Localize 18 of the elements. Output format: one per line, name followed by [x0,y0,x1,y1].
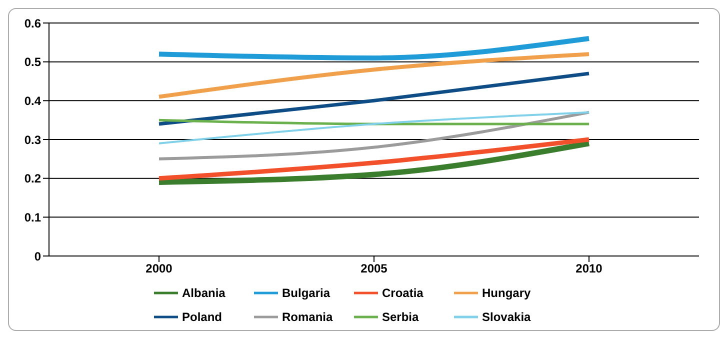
legend-label: Serbia [382,310,419,324]
legend-label: Romania [282,310,333,324]
legend-label: Bulgaria [282,286,330,300]
x-tick-label: 2005 [360,262,388,276]
y-tick-label: 0.3 [24,132,42,147]
y-tick-label: 0 [34,249,42,264]
x-tick-label: 2000 [146,262,173,276]
legend-label: Poland [182,310,222,324]
legend-label: Slovakia [482,310,531,324]
y-tick-label: 0.4 [24,94,42,108]
legend-label: Croatia [382,286,424,300]
x-tick-label: 2010 [576,262,603,276]
y-tick-label: 0.6 [24,16,42,30]
legend-label: Hungary [482,286,531,300]
y-tick-label: 0.5 [24,55,42,70]
y-tick-label: 0.1 [24,210,42,224]
legend-label: Albania [182,286,226,300]
y-tick-label: 0.2 [24,172,42,186]
